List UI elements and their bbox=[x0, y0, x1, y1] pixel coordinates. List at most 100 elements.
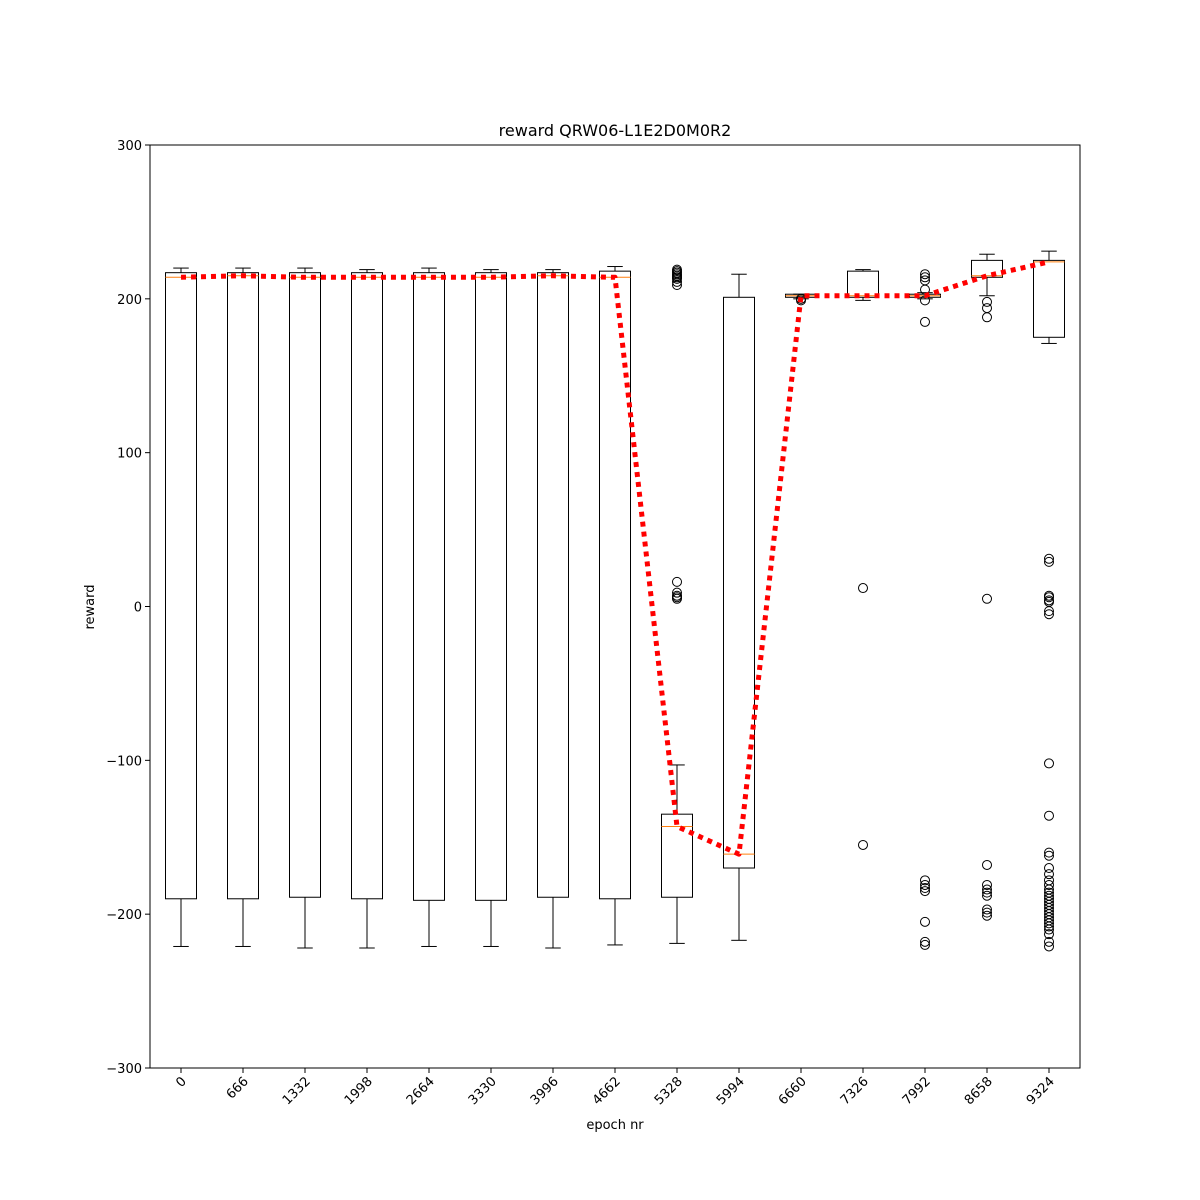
x-tick-label: 0 bbox=[173, 1074, 189, 1090]
x-tick-label: 8658 bbox=[962, 1074, 996, 1108]
outlier-point bbox=[1044, 758, 1054, 769]
outlier-point bbox=[982, 879, 992, 890]
y-axis-label: reward bbox=[83, 584, 98, 629]
outlier-point bbox=[672, 576, 682, 587]
x-tick-label: 6660 bbox=[776, 1074, 810, 1108]
x-tick-label: 4662 bbox=[590, 1074, 624, 1108]
y-tick-label: −300 bbox=[106, 1062, 142, 1077]
box-9324 bbox=[1033, 250, 1065, 952]
plot-frame bbox=[149, 144, 1081, 1069]
box-iqr bbox=[537, 272, 569, 898]
outlier-point bbox=[982, 890, 992, 901]
outlier-point bbox=[920, 272, 930, 283]
outlier-point bbox=[1044, 869, 1054, 880]
outlier-point bbox=[1044, 850, 1054, 861]
outlier-point bbox=[920, 886, 930, 897]
outlier-point bbox=[796, 293, 806, 304]
box-666 bbox=[227, 267, 259, 947]
outlier-point bbox=[982, 859, 992, 870]
x-tick-label: 5994 bbox=[714, 1074, 748, 1108]
box-4662 bbox=[599, 266, 631, 946]
box-iqr bbox=[351, 272, 383, 900]
box-iqr bbox=[289, 272, 321, 898]
outlier-point bbox=[982, 312, 992, 323]
box-iqr bbox=[227, 272, 259, 900]
outlier-point bbox=[1044, 863, 1054, 874]
box-7992 bbox=[909, 269, 941, 950]
outlier-point bbox=[1044, 918, 1054, 929]
outlier-point bbox=[1044, 941, 1054, 952]
outlier-point bbox=[982, 296, 992, 307]
x-tick-label: 666 bbox=[224, 1074, 252, 1102]
outlier-point bbox=[920, 936, 930, 947]
box-3330 bbox=[475, 269, 507, 947]
box-iqr bbox=[413, 272, 445, 901]
y-tick-label: 200 bbox=[117, 293, 142, 308]
y-tick-label: −100 bbox=[106, 754, 142, 769]
outlier-point bbox=[920, 939, 930, 950]
outlier-point bbox=[1044, 929, 1054, 940]
outlier-point bbox=[1044, 936, 1054, 947]
outlier-point bbox=[920, 875, 930, 886]
outlier-point bbox=[920, 916, 930, 927]
median-trend-line bbox=[180, 259, 1050, 857]
box-1998 bbox=[351, 269, 383, 949]
y-tick-label: 100 bbox=[117, 447, 142, 462]
outlier-point bbox=[1044, 556, 1054, 567]
box-5328 bbox=[661, 264, 693, 944]
outlier-point bbox=[982, 593, 992, 604]
box-1332 bbox=[289, 267, 321, 949]
median-trend-polyline bbox=[180, 259, 1050, 857]
outlier-point bbox=[672, 264, 682, 275]
outlier-point bbox=[1044, 847, 1054, 858]
outlier-point bbox=[982, 910, 992, 921]
outlier-point bbox=[1044, 810, 1054, 821]
outlier-point bbox=[1044, 609, 1054, 620]
y-axis: −300 −200 −100 0 100 200 300 bbox=[106, 139, 150, 1077]
outlier-point bbox=[1044, 553, 1054, 564]
x-tick-label: 2664 bbox=[404, 1074, 438, 1108]
box-iqr bbox=[723, 296, 755, 869]
x-tick-label: 9324 bbox=[1024, 1074, 1058, 1108]
outlier-point bbox=[982, 887, 992, 898]
outlier-point bbox=[1044, 924, 1054, 935]
outlier-point bbox=[672, 593, 682, 604]
box-0 bbox=[165, 267, 197, 947]
x-tick-label: 7992 bbox=[900, 1074, 934, 1108]
box-iqr bbox=[847, 270, 879, 298]
box-iqr bbox=[165, 272, 197, 900]
box-7326 bbox=[847, 269, 879, 850]
x-axis: 0 666 1332 1998 2664 3330 3996 4662 5328 5994 6660… bbox=[173, 1068, 1058, 1108]
outlier-point bbox=[920, 883, 930, 894]
box-iqr bbox=[1033, 259, 1065, 338]
outlier-point bbox=[672, 587, 682, 598]
x-tick-label: 5328 bbox=[652, 1074, 686, 1108]
y-tick-label: 300 bbox=[117, 139, 142, 154]
outlier-point bbox=[858, 583, 868, 594]
box-5994 bbox=[723, 273, 755, 941]
chart-title: reward QRW06-L1E2D0M0R2 bbox=[499, 121, 732, 140]
box-series bbox=[165, 250, 1065, 952]
outlier-point bbox=[982, 884, 992, 895]
box-iqr bbox=[475, 272, 507, 901]
y-tick-label: −200 bbox=[106, 908, 142, 923]
x-tick-label: 1998 bbox=[342, 1074, 376, 1108]
outlier-point bbox=[982, 907, 992, 918]
y-tick-label: 0 bbox=[134, 601, 142, 616]
box-8658 bbox=[971, 253, 1003, 921]
x-tick-label: 7326 bbox=[838, 1074, 872, 1108]
box-3996 bbox=[537, 269, 569, 949]
box-iqr bbox=[971, 259, 1003, 278]
outlier-point bbox=[1044, 921, 1054, 932]
outlier-point bbox=[982, 904, 992, 915]
box-iqr bbox=[599, 270, 631, 900]
outlier-point bbox=[920, 879, 930, 890]
outlier-point bbox=[920, 316, 930, 327]
x-tick-label: 3996 bbox=[528, 1074, 562, 1108]
x-axis-label: epoch nr bbox=[586, 1118, 644, 1133]
outlier-point bbox=[858, 839, 868, 850]
outlier-point bbox=[1044, 879, 1054, 890]
outlier-point bbox=[1044, 592, 1054, 603]
box-2664 bbox=[413, 267, 445, 947]
